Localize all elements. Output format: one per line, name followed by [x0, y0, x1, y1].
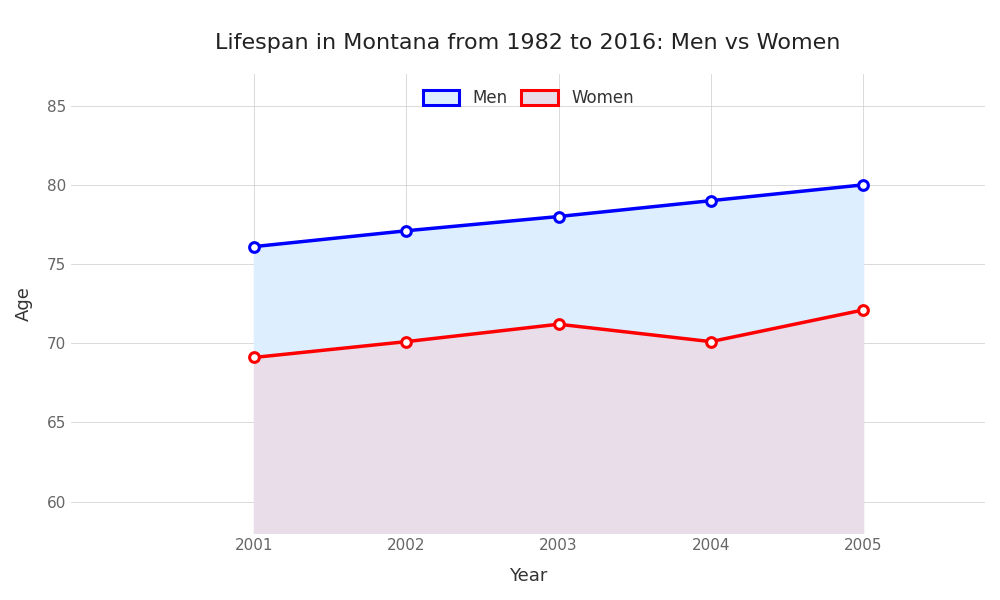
Title: Lifespan in Montana from 1982 to 2016: Men vs Women: Lifespan in Montana from 1982 to 2016: M… [215, 33, 841, 53]
X-axis label: Year: Year [509, 567, 547, 585]
Legend: Men, Women: Men, Women [416, 82, 640, 113]
Y-axis label: Age: Age [15, 286, 33, 321]
